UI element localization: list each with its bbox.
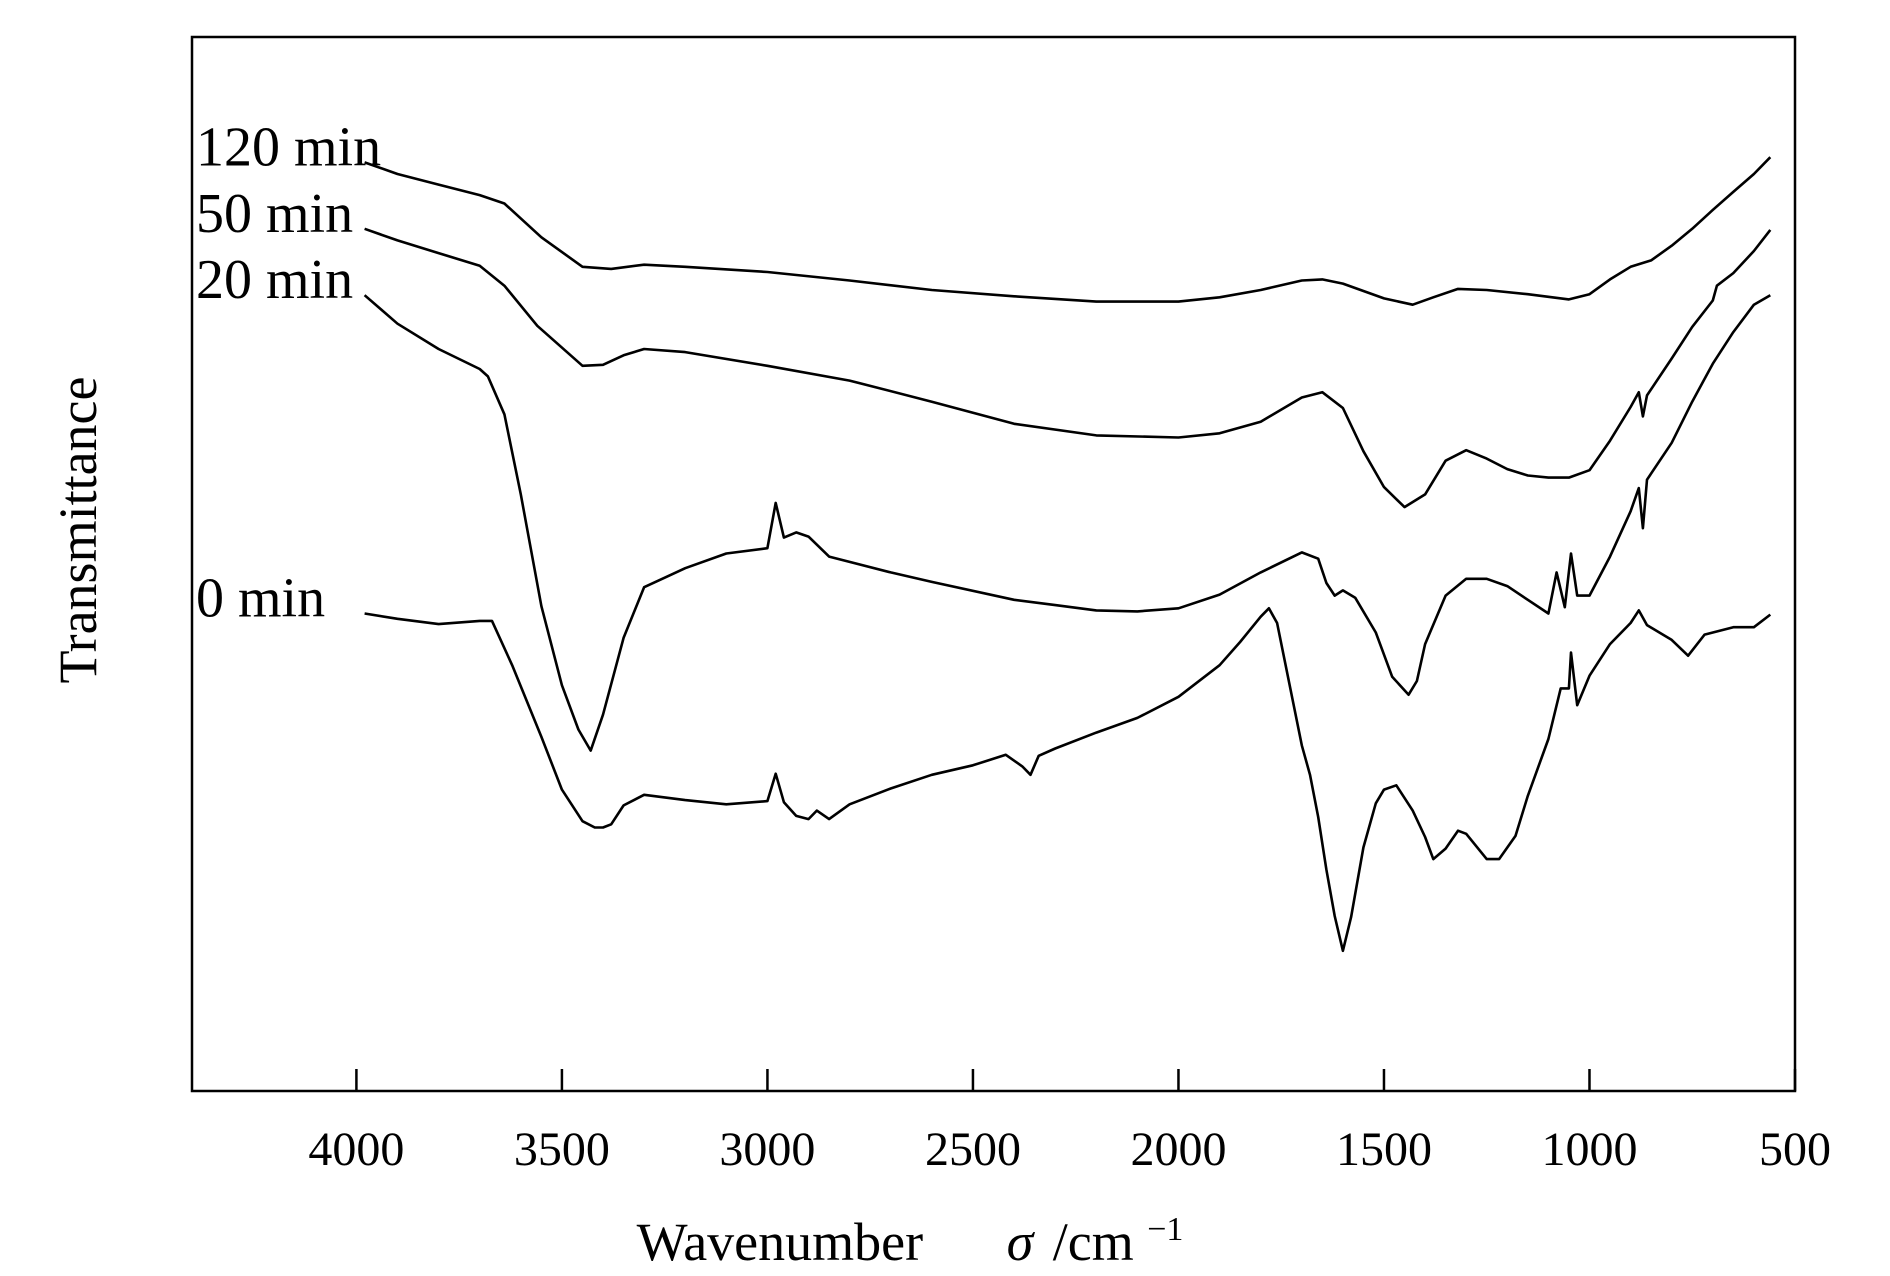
x-axis-title-text: Wavenumber [637,1212,924,1272]
series-line-50-min [364,227,1772,509]
series-label: 0 min [196,568,325,630]
series-label: 20 min [196,249,353,311]
x-tick-label: 2000 [1130,1123,1226,1176]
x-tick-label: 3500 [514,1123,610,1176]
x-tick-label: 3000 [719,1123,815,1176]
x-axis-title: Wavenumber σ /cm −1 [637,1211,1184,1272]
series-label: 120 min [196,116,381,178]
plot-frame [190,35,1797,1093]
series-group [363,156,1772,953]
series-line-0-min [364,607,1772,953]
x-tick-label: 1000 [1541,1123,1637,1176]
x-tick-label: 2500 [925,1123,1021,1176]
x-tick-label: 4000 [308,1123,404,1176]
x-axis-title-unit-exp: −1 [1147,1211,1183,1248]
x-tick-label: 1500 [1336,1123,1432,1176]
x-axis-title-symbol: σ [1007,1212,1036,1272]
x-tick-label: 500 [1759,1123,1831,1176]
x-axis-title-unit: /cm [1053,1212,1134,1272]
x-axis-ticks: 4000 3500 3000 2500 2000 1500 1000 500 [308,1069,1831,1176]
series-label: 50 min [196,183,353,245]
y-axis-title: Transmittance [48,377,108,684]
series-line-20-min [363,294,1771,752]
series-line-120-min [364,156,1772,306]
